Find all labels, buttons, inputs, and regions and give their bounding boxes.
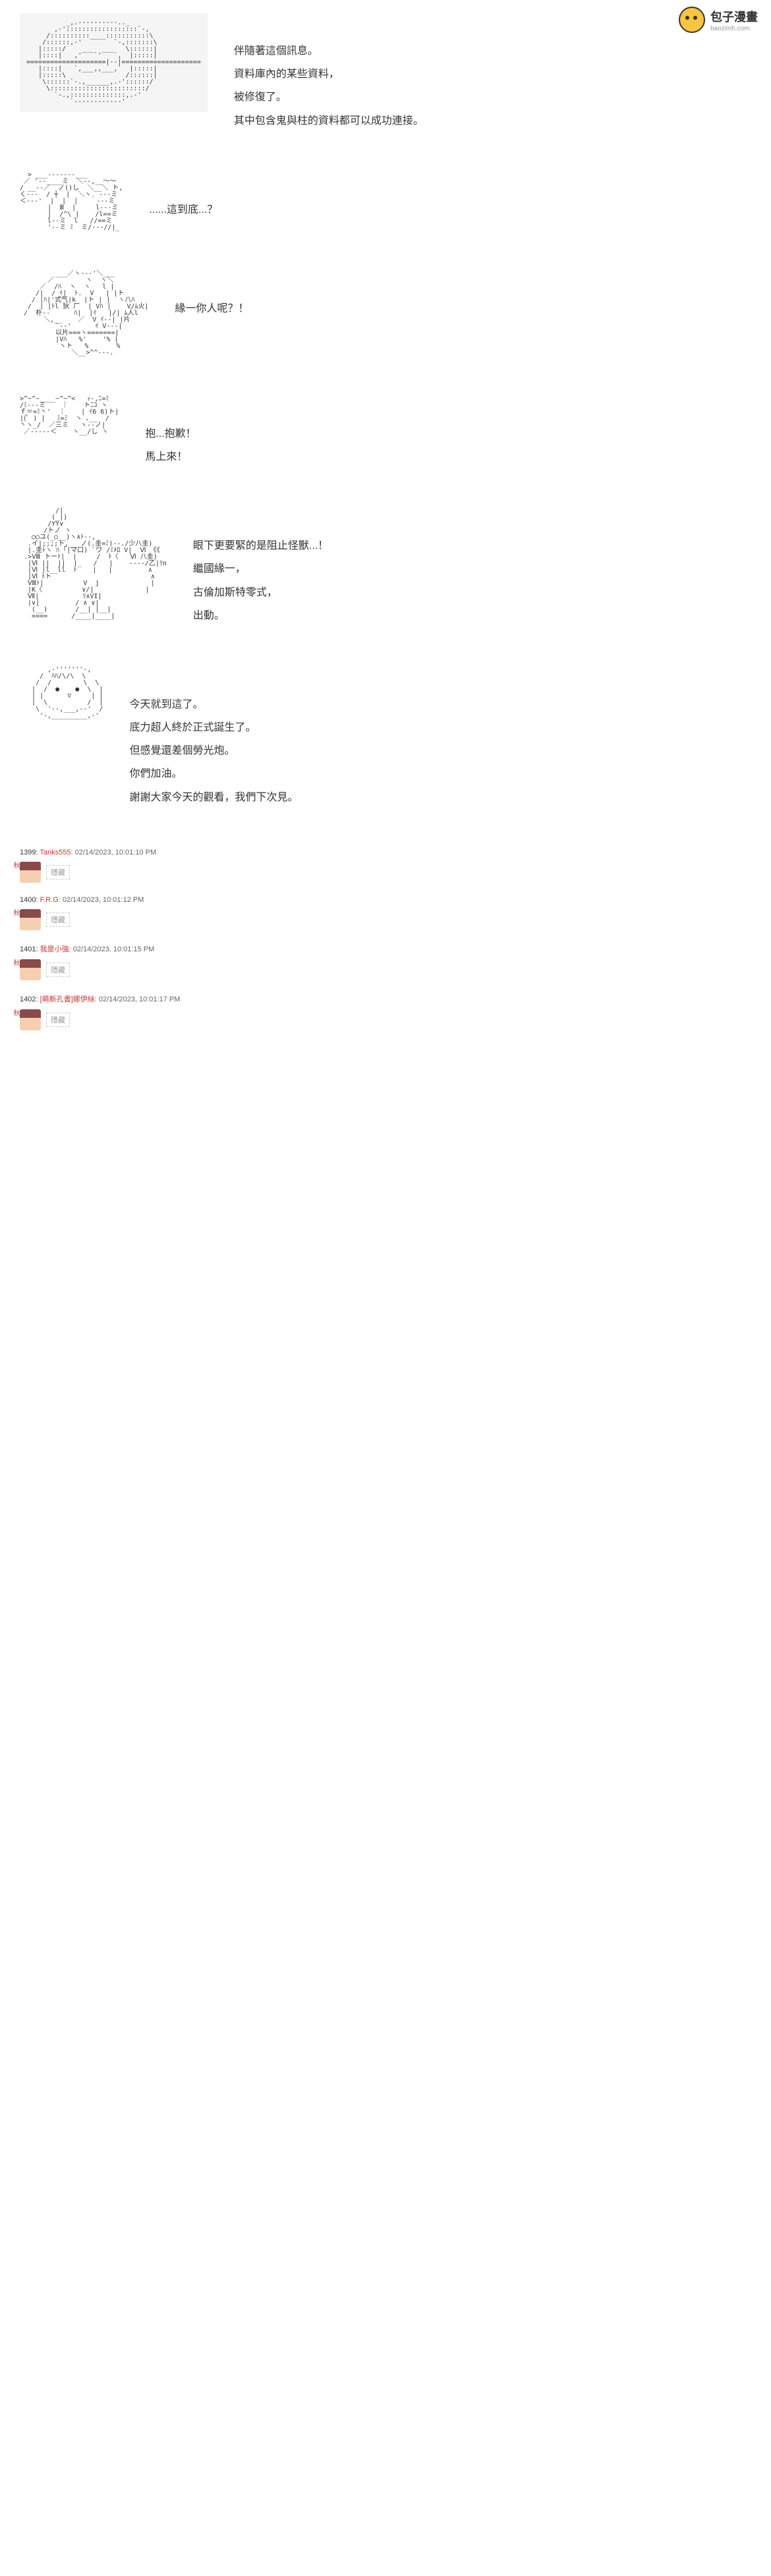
caption-line: 眼下更要緊的是阻止怪獸...！ (193, 534, 328, 557)
comment-id: 1399: (20, 849, 40, 856)
comment-hidden-badge: 隱藏 (46, 912, 70, 927)
comic-page: _,.----------.._ ,-'::::::::::::::::::`-… (0, 0, 771, 1057)
ascii-art: >^~^~____~^~^< ｨ-,ﾆ=ﾐ /ﾐ---ミ ｜ トﾆｺ ヽ ｆ＝=… (20, 396, 119, 435)
ascii-art: ,-'''''''-, / ﾊﾊ/\/\ \ / / \ \ | / ● ● \… (20, 667, 103, 719)
comment-meta: 1399: Tanks555: 02/14/2023, 10:01:10 PM (20, 849, 751, 856)
comment-meta: 1400: F.R.G: 02/14/2023, 10:01:12 PM (20, 896, 751, 904)
comment-user-link[interactable]: Tanks555 (40, 849, 71, 856)
caption-line: ......這到底...？ (149, 198, 217, 221)
caption-line: 緣一你人呢？！ (175, 297, 249, 320)
panel-caption: 抱...抱歉！馬上來！ (145, 396, 196, 468)
caption-line: 但感覺還差個勞光炮。 (129, 739, 298, 762)
comment-user-link[interactable]: 我是小強 (40, 945, 69, 953)
panel-caption: 緣一你人呢？！ (175, 271, 249, 320)
comment-date: : 02/14/2023, 10:01:15 PM (69, 945, 155, 953)
comment-user-link[interactable]: F.R.G (40, 896, 59, 904)
caption-line: 其中包含鬼與柱的資料都可以成功連接。 (234, 109, 424, 132)
comic-panel: ___／ヽ---'＼___ ／ ヽ ヽ＼ ／ /ﾊ ヽ ヽ l | /| / ｲ… (20, 271, 751, 356)
comment-avatar (20, 862, 41, 883)
comment-avatar (20, 1009, 41, 1030)
comment-hidden-badge: 隱藏 (46, 865, 70, 880)
caption-line: 抱...抱歉！ (145, 422, 196, 445)
comment-avatar (20, 909, 41, 930)
comment-hidden-badge: 隱藏 (46, 963, 70, 977)
comment-id: 1401: (20, 945, 40, 953)
comment-meta: 1401: 我是小強: 02/14/2023, 10:01:15 PM (20, 943, 751, 954)
caption-line: 底力超人終於正式誕生了。 (129, 716, 298, 739)
comment-hidden-badge: 隱藏 (46, 1013, 70, 1027)
comment-avatar (20, 959, 41, 980)
comic-panel: > ___-------___ ／ '--____ミ ＼--,__～～ / __… (20, 172, 751, 231)
panel-caption: 今天就到這了。底力超人終於正式誕生了。但感覺還差個勞光炮。你們加油。謝謝大家今天… (129, 667, 298, 809)
ascii-art: /| (_|) /YY∨ /トノ ヽ ○○ユ(_○__)ヽ∧ﾄ--, .イ|;;… (20, 508, 167, 620)
site-logo: 包子漫畫 baozimh.com (679, 7, 758, 33)
panel-caption: 伴隨著這個訊息。資料庫內的某些資料，被修復了。其中包含鬼與柱的資料都可以成功連接… (234, 13, 424, 132)
comic-panel: _,.----------.._ ,-'::::::::::::::::::`-… (20, 13, 751, 132)
comment-row: 隱藏 (20, 959, 751, 980)
caption-line: 謝謝大家今天的觀看，我們下次見。 (129, 786, 298, 809)
logo-text-cn: 包子漫畫 (710, 8, 758, 25)
logo-text-en: baozimh.com (710, 25, 758, 32)
caption-line: 被修復了。 (234, 86, 424, 109)
comment-user-link[interactable]: [萌新孔書]娜伊絲 (40, 995, 95, 1003)
caption-line: 馬上來！ (145, 445, 196, 468)
comic-panel: /| (_|) /YY∨ /トノ ヽ ○○ユ(_○__)ヽ∧ﾄ--, .イ|;;… (20, 508, 751, 627)
comments-section: 1399: Tanks555: 02/14/2023, 10:01:10 PM 隱… (20, 849, 751, 1030)
comment-date: : 02/14/2023, 10:01:17 PM (95, 995, 181, 1003)
ascii-art: _,.----------.._ ,-'::::::::::::::::::`-… (20, 13, 208, 112)
caption-line: 你們加油。 (129, 762, 298, 785)
caption-line: 出動。 (193, 604, 328, 627)
caption-line: 資料庫內的某些資料， (234, 63, 424, 86)
caption-line: 伴隨著這個訊息。 (234, 40, 424, 63)
comment-row: 隱藏 (20, 862, 751, 883)
ascii-art: ___／ヽ---'＼___ ／ ヽ ヽ＼ ／ /ﾊ ヽ ヽ l | /| / ｲ… (20, 271, 149, 356)
ascii-art: > ___-------___ ／ '--____ミ ＼--,__～～ / __… (20, 172, 123, 231)
comment-date: : 02/14/2023, 10:01:10 PM (71, 849, 156, 856)
comment-date: : 02/14/2023, 10:01:12 PM (59, 896, 144, 904)
caption-line: 今天就到這了。 (129, 693, 298, 716)
caption-line: 繼國緣一， (193, 557, 328, 580)
panel-caption: ......這到底...？ (149, 172, 217, 221)
comment-row: 隱藏 (20, 1009, 751, 1030)
comment-id: 1402: (20, 995, 40, 1003)
comment-meta: 1402: [萌新孔書]娜伊絲: 02/14/2023, 10:01:17 PM (20, 994, 751, 1004)
comment-id: 1400: (20, 896, 40, 904)
caption-line: 古倫加斯特零式， (193, 581, 328, 604)
comic-panel: >^~^~____~^~^< ｨ-,ﾆ=ﾐ /ﾐ---ミ ｜ トﾆｺ ヽ ｆ＝=… (20, 396, 751, 468)
comic-panel: ,-'''''''-, / ﾊﾊ/\/\ \ / / \ \ | / ● ● \… (20, 667, 751, 809)
logo-icon (679, 7, 705, 33)
comment-row: 隱藏 (20, 909, 751, 930)
panel-caption: 眼下更要緊的是阻止怪獸...！繼國緣一，古倫加斯特零式，出動。 (193, 508, 328, 627)
